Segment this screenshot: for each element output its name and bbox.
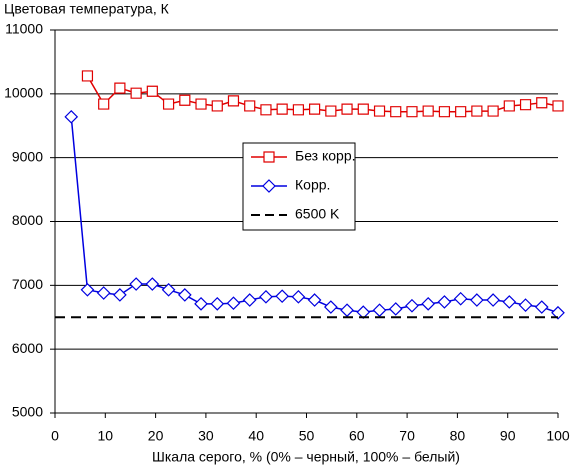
x-tick-label: 90 bbox=[500, 428, 516, 444]
y-tick-label: 5000 bbox=[12, 404, 43, 420]
marker bbox=[486, 293, 500, 307]
y-tick-label: 7000 bbox=[12, 276, 43, 292]
y-axis-title: Цветовая температура, К bbox=[4, 1, 170, 17]
legend: Без корр. Корр. 6500 K bbox=[242, 142, 356, 231]
marker bbox=[276, 103, 288, 115]
y-tick-label: 10000 bbox=[4, 85, 43, 101]
marker bbox=[260, 104, 272, 116]
marker bbox=[471, 105, 483, 117]
marker bbox=[455, 106, 467, 118]
marker bbox=[259, 289, 273, 304]
marker bbox=[323, 300, 338, 314]
marker bbox=[534, 300, 549, 314]
x-tick-label: 50 bbox=[299, 428, 315, 444]
marker bbox=[194, 296, 208, 311]
marker bbox=[113, 288, 127, 302]
marker bbox=[357, 103, 369, 115]
marker bbox=[307, 293, 322, 307]
marker bbox=[437, 295, 452, 309]
marker bbox=[161, 282, 176, 297]
marker bbox=[263, 151, 275, 163]
marker bbox=[388, 302, 403, 316]
marker bbox=[262, 179, 276, 193]
marker bbox=[308, 103, 321, 115]
marker bbox=[518, 298, 533, 312]
marker bbox=[64, 109, 79, 124]
x-tick-label: 60 bbox=[349, 428, 365, 444]
marker bbox=[487, 105, 499, 117]
marker bbox=[98, 98, 110, 110]
marker bbox=[96, 286, 111, 300]
marker bbox=[536, 97, 548, 109]
marker bbox=[421, 296, 436, 311]
x-tick-label: 0 bbox=[51, 428, 59, 444]
x-tick-label: 10 bbox=[98, 428, 114, 444]
y-tick-label: 6000 bbox=[12, 340, 43, 356]
x-tick-label: 20 bbox=[148, 428, 164, 444]
marker bbox=[179, 94, 191, 106]
marker bbox=[503, 100, 515, 112]
marker bbox=[211, 100, 223, 112]
marker bbox=[275, 289, 290, 304]
marker bbox=[341, 103, 353, 115]
marker bbox=[210, 296, 225, 311]
x-tick-label: 40 bbox=[248, 428, 264, 444]
marker bbox=[114, 82, 126, 94]
marker bbox=[242, 293, 257, 307]
marker bbox=[291, 289, 306, 304]
marker bbox=[373, 105, 386, 117]
marker bbox=[325, 105, 337, 117]
marker bbox=[130, 87, 142, 99]
marker bbox=[227, 95, 240, 107]
legend-label: Корр. bbox=[295, 177, 330, 193]
y-tick-label: 8000 bbox=[12, 212, 43, 228]
marker bbox=[195, 98, 207, 110]
marker bbox=[177, 288, 192, 302]
marker bbox=[81, 70, 94, 82]
x-tick-label: 100 bbox=[546, 428, 570, 444]
marker bbox=[453, 291, 468, 306]
marker bbox=[244, 100, 256, 112]
marker bbox=[145, 277, 160, 291]
marker bbox=[226, 296, 241, 311]
marker bbox=[470, 293, 484, 307]
marker bbox=[552, 100, 564, 112]
marker bbox=[551, 305, 565, 320]
marker bbox=[340, 303, 354, 318]
marker bbox=[129, 277, 143, 291]
marker bbox=[502, 295, 517, 309]
marker bbox=[162, 98, 175, 110]
legend-label: Без корр. bbox=[295, 148, 356, 164]
marker bbox=[406, 106, 418, 118]
x-axis-title: Шкала серого, % (0% – черный, 100% – бел… bbox=[152, 449, 460, 465]
x-tick-label: 70 bbox=[399, 428, 415, 444]
marker bbox=[405, 298, 419, 313]
marker bbox=[422, 105, 434, 117]
marker bbox=[372, 303, 387, 318]
legend-label: 6500 K bbox=[295, 206, 340, 222]
marker bbox=[390, 106, 402, 118]
marker bbox=[438, 106, 451, 118]
marker bbox=[146, 85, 158, 97]
marker bbox=[80, 282, 95, 297]
marker bbox=[292, 104, 305, 116]
y-tick-label: 11000 bbox=[5, 21, 43, 37]
marker bbox=[519, 99, 532, 111]
x-tick-label: 80 bbox=[450, 428, 466, 444]
y-tick-label: 9000 bbox=[12, 148, 43, 164]
x-tick-label: 30 bbox=[198, 428, 214, 444]
